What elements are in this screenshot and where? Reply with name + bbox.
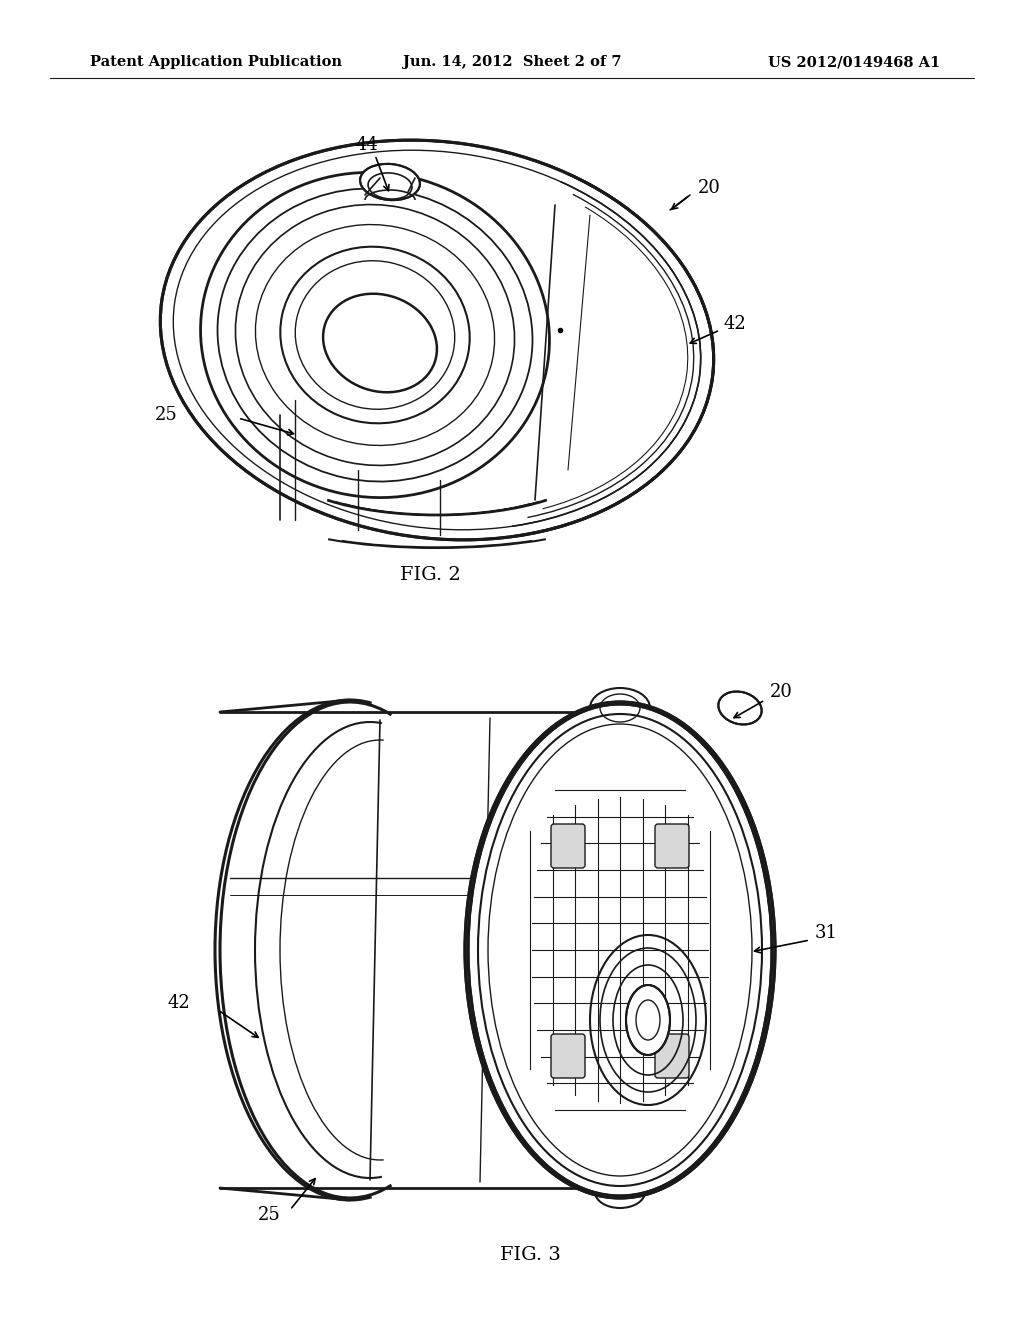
Text: FIG. 2: FIG. 2 — [399, 566, 461, 583]
Ellipse shape — [626, 985, 670, 1055]
Text: 20: 20 — [770, 682, 793, 701]
Text: 31: 31 — [815, 924, 838, 942]
FancyBboxPatch shape — [655, 824, 689, 869]
Text: 25: 25 — [155, 407, 178, 424]
FancyBboxPatch shape — [551, 824, 585, 869]
Ellipse shape — [719, 692, 762, 725]
Text: 44: 44 — [355, 136, 378, 154]
Text: 25: 25 — [258, 1206, 281, 1224]
FancyBboxPatch shape — [655, 1034, 689, 1078]
Ellipse shape — [161, 140, 714, 540]
Text: 42: 42 — [168, 994, 190, 1012]
FancyBboxPatch shape — [551, 1034, 585, 1078]
Text: 42: 42 — [724, 315, 746, 333]
Text: Patent Application Publication: Patent Application Publication — [90, 55, 342, 69]
Ellipse shape — [468, 704, 772, 1196]
Text: US 2012/0149468 A1: US 2012/0149468 A1 — [768, 55, 940, 69]
Ellipse shape — [465, 702, 775, 1199]
Text: FIG. 3: FIG. 3 — [500, 1246, 560, 1265]
Text: Jun. 14, 2012  Sheet 2 of 7: Jun. 14, 2012 Sheet 2 of 7 — [402, 55, 622, 69]
Ellipse shape — [360, 164, 420, 201]
Text: 20: 20 — [698, 180, 721, 197]
